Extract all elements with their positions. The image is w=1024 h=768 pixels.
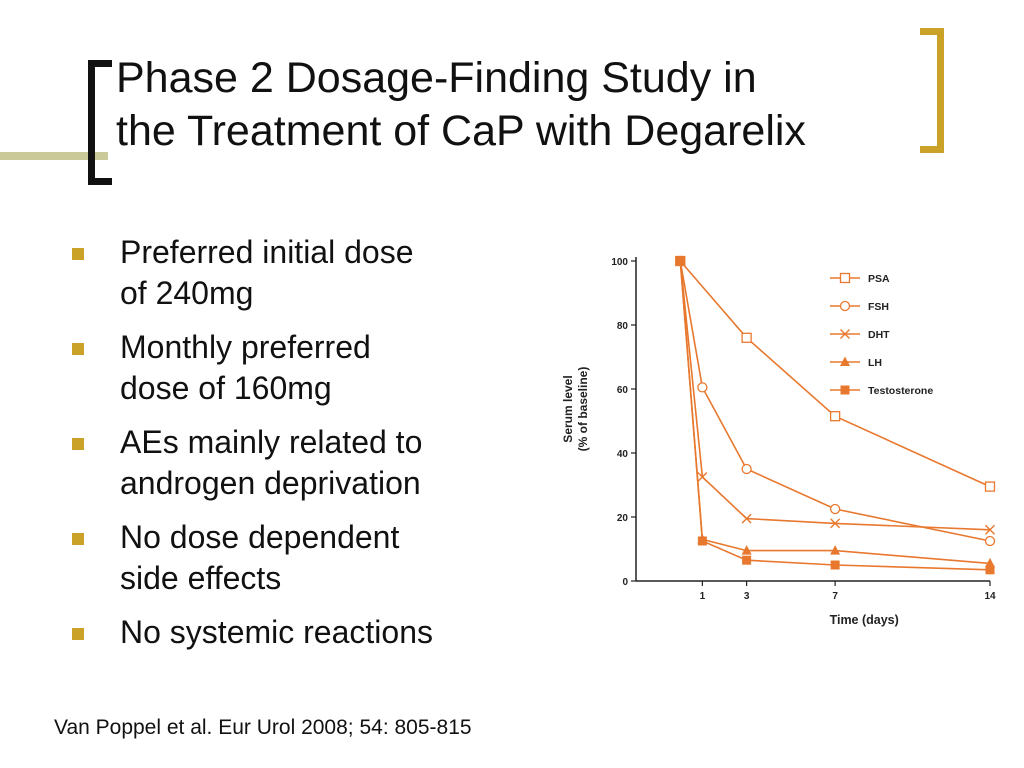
x-tick-label: 14 (984, 591, 996, 602)
open-square-marker (741, 332, 752, 343)
bullet-text-line: of 240mg (120, 275, 254, 311)
y-axis-label: Serum level(% of baseline) (561, 367, 590, 452)
bullet-item: AEs mainly related to androgen deprivati… (72, 422, 542, 504)
bullet-item: Preferred initial dose of 240mg (72, 232, 542, 314)
open-circle-marker (839, 300, 851, 312)
legend-item-lh: LH (830, 356, 882, 369)
bullet-square-icon (72, 248, 84, 260)
legend-label: PSA (868, 273, 890, 285)
filled-triangle-marker (830, 545, 841, 555)
legend-label: LH (868, 357, 882, 369)
bullet-text-line: No dose dependent (120, 519, 400, 555)
x-marker (985, 524, 995, 535)
right-bracket-decoration (920, 28, 944, 153)
legend: PSA FSH DHT LH Testosterone (830, 272, 933, 397)
filled-square-marker (840, 385, 850, 395)
x-marker (697, 472, 708, 482)
filled-square-marker (985, 565, 995, 575)
x-marker (840, 329, 850, 339)
y-tick-label: 0 (622, 577, 628, 588)
bullet-text-line: AEs mainly related to (120, 424, 423, 460)
bullet-text-line: Monthly preferred (120, 329, 371, 365)
filled-square-marker (675, 256, 685, 266)
legend-label: FSH (868, 301, 889, 313)
open-square-marker (839, 272, 851, 284)
filled-square-marker (830, 560, 840, 570)
filled-triangle-marker (741, 545, 752, 555)
left-bracket-decoration (88, 60, 112, 185)
bullet-text-line: side effects (120, 560, 282, 596)
filled-triangle-marker (840, 356, 850, 366)
series-line-dht (679, 260, 991, 531)
citation: Van Poppel et al. Eur Urol 2008; 54: 805… (54, 716, 472, 739)
bullet-square-icon (72, 628, 84, 640)
legend-item-fsh: FSH (830, 300, 889, 313)
bullet-text-line: androgen deprivation (120, 465, 421, 501)
series-psa (675, 255, 996, 492)
x-tick-label: 1 (700, 591, 706, 602)
open-circle-marker (984, 535, 996, 547)
x-axis-label: Time (days) (830, 613, 899, 627)
bullet-list: Preferred initial dose of 240mg Monthly … (72, 232, 542, 666)
series-fsh (675, 255, 996, 547)
title-line: the Treatment of CaP with Degarelix (116, 107, 806, 155)
legend-item-psa: PSA (830, 272, 890, 285)
x-tick-label: 3 (744, 591, 750, 602)
open-circle-marker (829, 503, 841, 515)
y-axis-label-line: (% of baseline) (576, 367, 590, 452)
bullet-item: Monthly preferred dose of 160mg (72, 327, 542, 409)
x-marker (830, 518, 841, 529)
bullet-item: No dose dependent side effects (72, 517, 542, 599)
open-circle-marker (697, 382, 708, 393)
slide-title: Phase 2 Dosage-Finding Study in the Trea… (116, 52, 806, 158)
serum-level-line-chart: 0 20 40 60 80 100 1 3 7 14 Time (days) Serum level(… (561, 255, 996, 627)
series-line-psa (679, 260, 991, 488)
filled-square-marker (697, 536, 707, 546)
filled-square-marker (742, 555, 752, 565)
bullet-item: No systemic reactions (72, 612, 542, 653)
filled-triangle-marker (985, 557, 995, 568)
bullet-square-icon (72, 343, 84, 355)
bullet-square-icon (72, 533, 84, 545)
title-rule (0, 152, 108, 160)
bullet-text-line: No systemic reactions (120, 614, 433, 650)
legend-item-testosterone: Testosterone (830, 385, 933, 397)
bullet-text-line: dose of 160mg (120, 370, 332, 406)
bullet-text-line: Preferred initial dose (120, 234, 414, 270)
series-dht (675, 256, 995, 535)
y-tick-label: 80 (617, 321, 629, 332)
legend-label: Testosterone (868, 385, 933, 397)
open-square-marker (829, 411, 841, 422)
legend-label: DHT (868, 329, 890, 341)
legend-item-dht: DHT (830, 329, 890, 341)
bullet-square-icon (72, 438, 84, 450)
y-axis-label-line: Serum level (561, 375, 575, 442)
title-line: Phase 2 Dosage-Finding Study in (116, 54, 757, 102)
y-tick-label: 60 (617, 385, 629, 396)
x-marker (741, 513, 752, 524)
open-square-marker (984, 481, 996, 492)
x-tick-label: 7 (832, 591, 838, 602)
series-testosterone (675, 256, 995, 575)
y-tick-label: 100 (611, 257, 628, 268)
y-tick-label: 20 (617, 513, 629, 524)
open-circle-marker (741, 463, 752, 475)
y-tick-label: 40 (617, 449, 629, 460)
